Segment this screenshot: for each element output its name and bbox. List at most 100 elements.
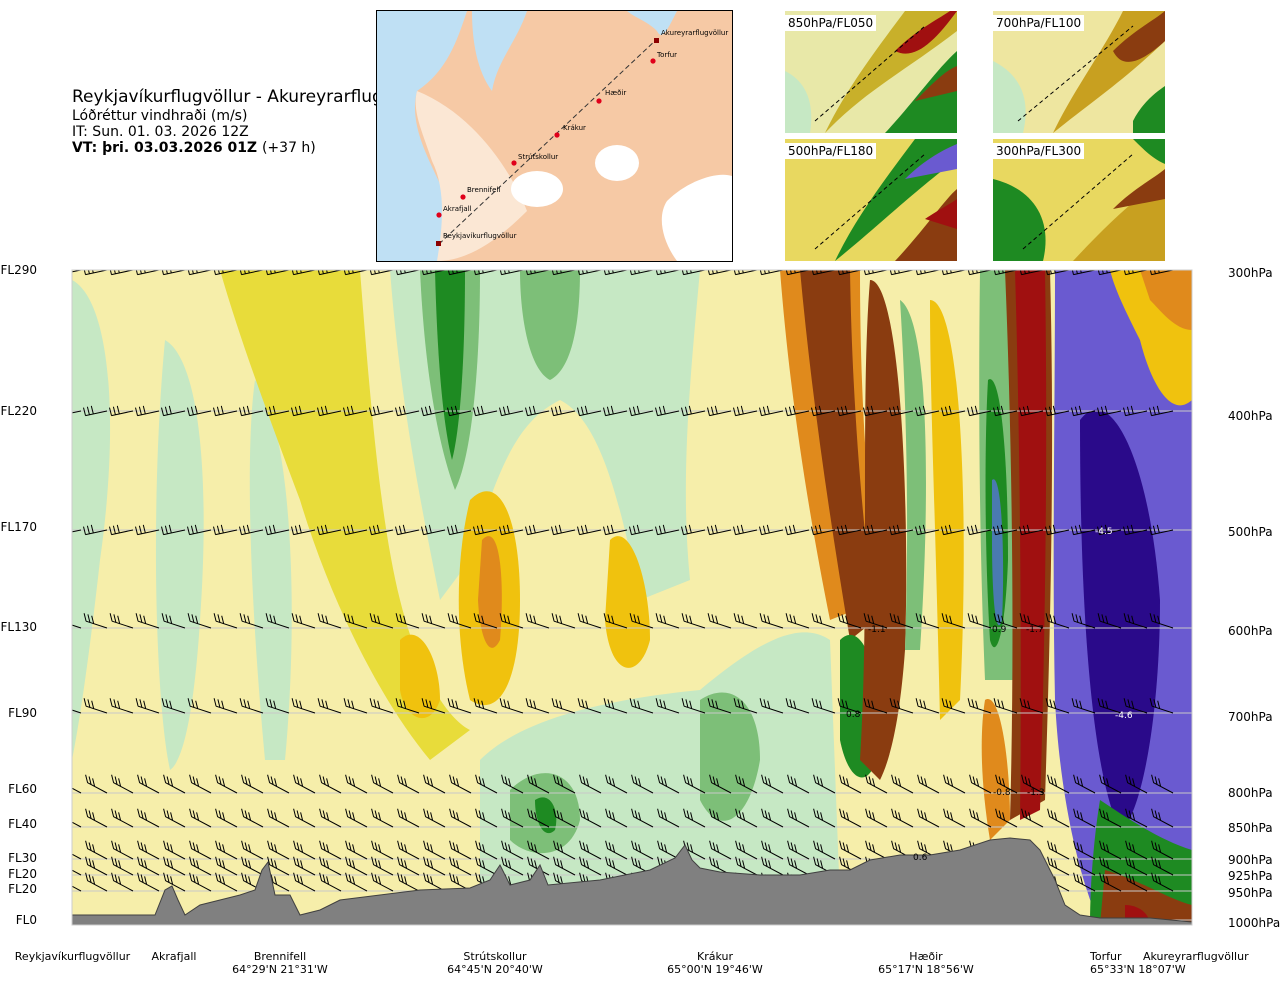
wind-barb [1045,698,1070,714]
wind-barb [83,613,108,629]
waypoint-axis-label: Brennifell 64°29'N 21°31'W [230,950,330,976]
wind-barb [629,698,654,714]
waypoint-coord: 65°00'N 19°46'W [667,963,763,976]
wind-barb [1099,872,1122,892]
wind-barb [889,524,914,536]
wind-barb [1097,270,1122,276]
pressure-label: 500hPa [1228,525,1273,539]
pressure-label: 700hPa [1228,710,1273,724]
wind-barb [369,613,394,629]
wind-barb [499,405,524,417]
wind-barb [1021,774,1044,794]
wind-barb [889,405,914,417]
wind-barb [449,808,472,828]
flight-level-label: FL90 [8,706,37,720]
wind-barb [631,856,654,876]
wind-barb [811,405,836,417]
wind-barb [189,840,212,860]
updraft-zone-low3 [700,692,760,821]
wind-barb [1149,613,1174,629]
wind-barb [629,524,654,536]
wind-barb [265,405,290,417]
wind-barb [241,872,264,892]
wind-barb [1073,774,1096,794]
waypoint-axis-label: Reykjavíkurflugvöllur [10,950,135,963]
wind-barb [395,405,420,417]
updraft-zone-left2 [155,340,204,770]
downdraft-lower-right [1100,870,1192,925]
wind-barb [215,872,238,892]
wind-barb [1071,698,1096,714]
wind-barb [579,774,602,794]
wind-barb [839,840,862,860]
wind-barb [1123,613,1148,629]
wind-barb [1045,405,1070,417]
wind-barb [397,774,420,794]
wind-barb [369,270,394,276]
wind-barb [343,270,368,276]
wind-barb [915,270,940,276]
wind-barb [449,774,472,794]
wind-barb [187,613,212,629]
wind-barb [1097,405,1122,417]
wind-barb [993,698,1018,714]
wind-barb [187,270,212,276]
wind-barb [863,613,888,629]
waypoint-label: Hæðir [605,89,626,97]
waypoint-name: Akrafjall [151,950,197,963]
wind-barb [943,808,966,828]
wind-barb [813,856,836,876]
wind-barb [681,405,706,417]
updraft-zone-mid3 [520,270,580,380]
updraft-deep-g [992,479,1004,626]
wind-barb [967,405,992,417]
wind-barb [605,856,628,876]
mini-map-canvas [785,11,957,133]
wind-barb [941,698,966,714]
wind-barb [369,524,394,536]
wind-barb [163,840,186,860]
lowland-west [415,91,527,261]
wind-barb [811,698,836,714]
wind-barb [423,840,446,860]
wind-barb [1099,774,1122,794]
wind-barb [369,405,394,417]
wind-barb [605,840,628,860]
wind-barb [1125,840,1148,860]
wind-barb [525,405,550,417]
wind-barb [345,872,368,892]
waypoint-name: Reykjavíkurflugvöllur [14,950,131,963]
mini-map-label: 700hPa/FL100 [993,15,1085,31]
wind-barb [397,872,420,892]
wind-barb [163,856,186,876]
wind-barb [891,840,914,860]
wind-barb [1047,774,1070,794]
wind-barb [421,405,446,417]
wind-barb [993,270,1018,276]
wind-barb [109,270,134,276]
wind-barb [709,856,732,876]
wind-barb [395,698,420,714]
wind-barb [865,840,888,860]
wind-barb [85,808,108,828]
wind-barb [787,808,810,828]
wind-barb [865,808,888,828]
wind-barb [785,698,810,714]
wind-barb [161,613,186,629]
wind-barb [317,270,342,276]
wind-barb [319,808,342,828]
waypoint-axis-label: Torfur 65°33'N 18°07'W [1090,950,1186,976]
wind-barb [863,405,888,417]
wind-barb [605,808,628,828]
wind-barb [345,808,368,828]
wind-barb [135,405,160,417]
wind-barb [187,698,212,714]
wind-barb [681,524,706,536]
wind-barb [837,613,862,629]
wind-barb [371,774,394,794]
wind-barb [993,524,1018,536]
pressure-label: 925hPa [1228,869,1273,883]
waypoint-axis-label: Akureyrarflugvöllur [1143,950,1273,963]
flight-level-label: FL30 [8,851,37,865]
wind-barb [371,872,394,892]
